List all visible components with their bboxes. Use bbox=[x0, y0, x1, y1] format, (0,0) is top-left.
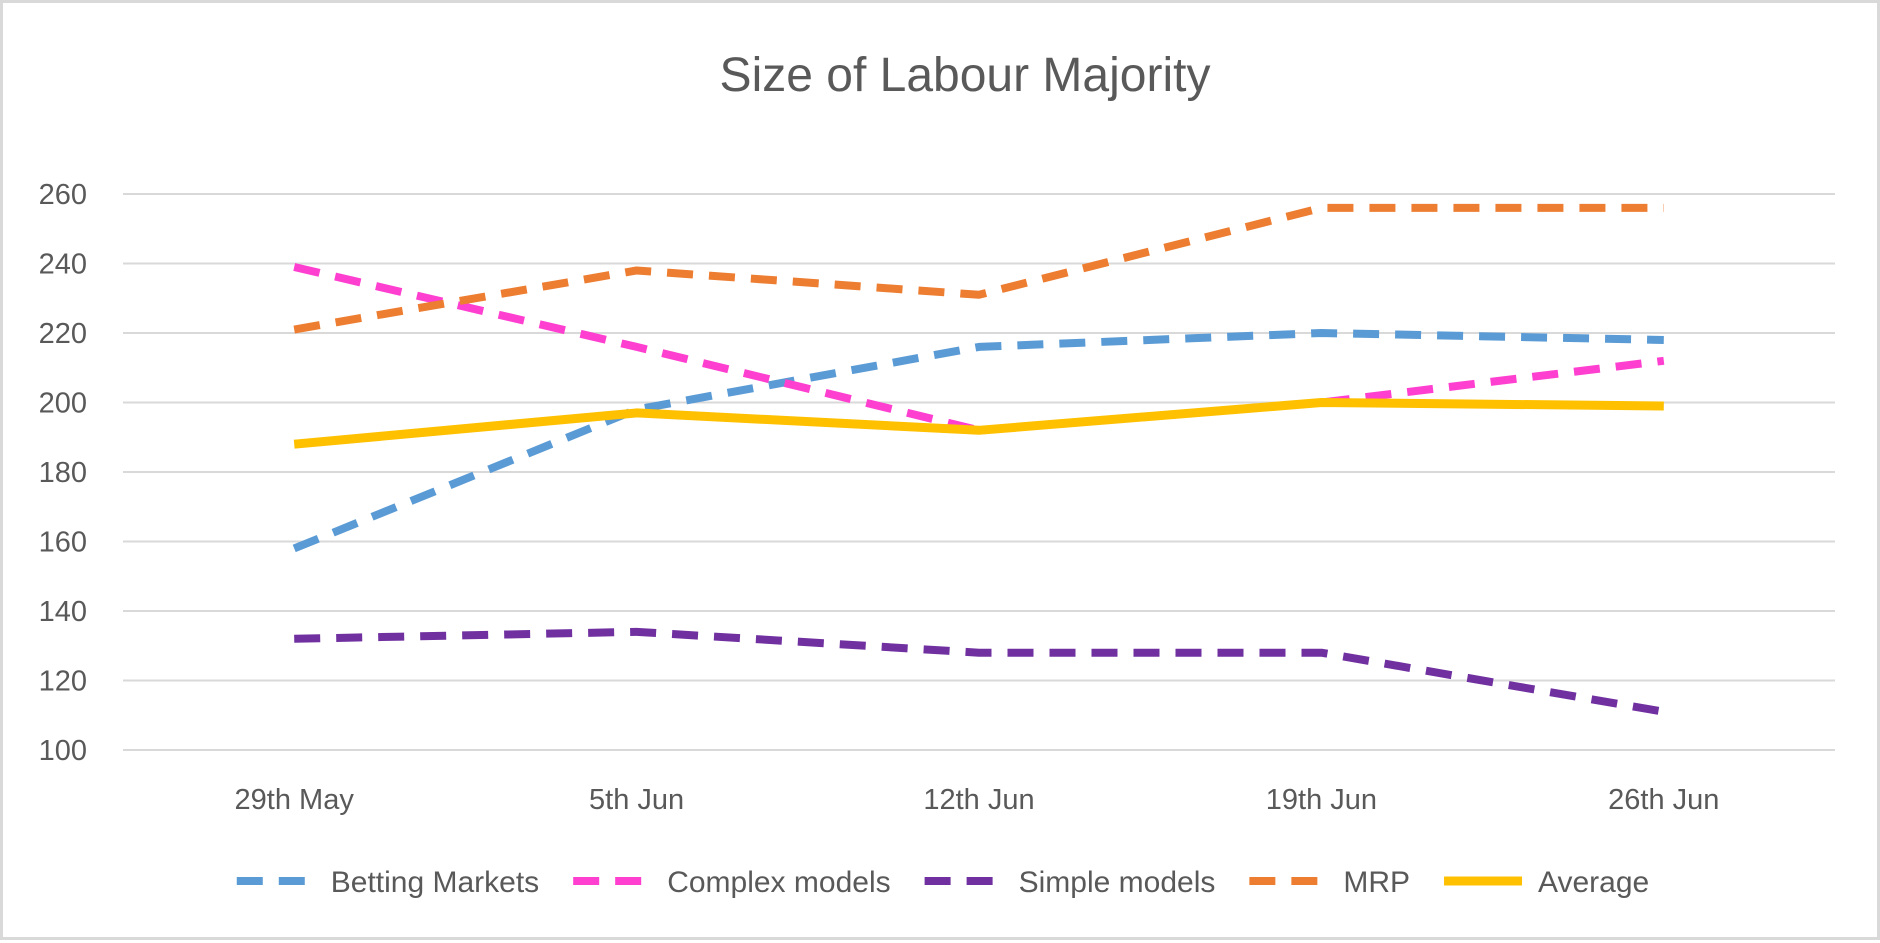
legend-label: Average bbox=[1538, 866, 1649, 899]
data-point-mrp bbox=[978, 294, 980, 296]
data-point-simple-models bbox=[293, 638, 295, 640]
series-line-simple-models bbox=[294, 627, 1665, 716]
legend-item-simple-models: Simple models bbox=[924, 866, 1216, 899]
y-tick-label: 100 bbox=[39, 735, 87, 767]
data-point-mrp bbox=[1663, 207, 1665, 209]
legend-item-mrp: MRP bbox=[1249, 866, 1410, 899]
data-point-complex-models bbox=[1663, 360, 1665, 362]
series-line-complex-models bbox=[293, 263, 1665, 435]
legend-label: MRP bbox=[1343, 866, 1410, 899]
series-line-betting-markets bbox=[292, 329, 1664, 553]
data-point-simple-models bbox=[636, 631, 638, 633]
series-line-average bbox=[293, 398, 1664, 449]
y-tick-label: 240 bbox=[39, 249, 87, 281]
data-point-betting-markets bbox=[1663, 339, 1665, 341]
series-lines bbox=[292, 203, 1665, 716]
data-point-betting-markets bbox=[978, 346, 980, 348]
data-point-complex-models bbox=[293, 266, 295, 268]
y-tick-label: 220 bbox=[39, 318, 87, 350]
x-tick-label: 12th Jun bbox=[923, 784, 1034, 816]
data-point-simple-models bbox=[1320, 652, 1322, 654]
data-point-average bbox=[978, 429, 980, 431]
data-point-simple-models bbox=[978, 652, 980, 654]
data-point-mrp bbox=[636, 269, 638, 271]
x-tick-label: 5th Jun bbox=[589, 784, 684, 816]
y-tick-label: 180 bbox=[39, 457, 87, 489]
y-tick-label: 200 bbox=[39, 388, 87, 420]
data-point-average bbox=[1663, 405, 1665, 407]
legend-item-betting-markets: Betting Markets bbox=[236, 866, 539, 899]
legend-item-average: Average bbox=[1444, 866, 1649, 899]
legend-label: Betting Markets bbox=[331, 866, 539, 899]
y-axis-tick-labels: 100 120 140 160 180 200 220 240 260 bbox=[39, 179, 87, 767]
x-tick-label: 19th Jun bbox=[1266, 784, 1377, 816]
y-tick-label: 140 bbox=[39, 596, 87, 628]
series-line-mrp bbox=[293, 203, 1664, 334]
data-point-simple-models bbox=[1663, 711, 1665, 713]
chart-title: Size of Labour Majority bbox=[720, 49, 1211, 102]
data-point-betting-markets bbox=[1320, 332, 1322, 334]
data-point-betting-markets bbox=[293, 547, 295, 549]
data-point-average bbox=[636, 412, 638, 414]
legend: Betting Markets Complex models Simple mode… bbox=[236, 866, 1649, 899]
x-tick-label: 26th Jun bbox=[1608, 784, 1719, 816]
data-point-mrp bbox=[293, 329, 295, 331]
line-chart: Size of Labour Majority 100 120 140 160 180 2… bbox=[39, 49, 1835, 899]
y-tick-label: 260 bbox=[39, 179, 87, 211]
data-point-average bbox=[1320, 402, 1322, 404]
y-tick-label: 120 bbox=[39, 666, 87, 698]
y-tick-label: 160 bbox=[39, 527, 87, 559]
gridlines bbox=[123, 193, 1835, 751]
data-point-mrp bbox=[1320, 207, 1322, 209]
data-point-average bbox=[293, 443, 295, 445]
legend-label: Simple models bbox=[1019, 866, 1216, 899]
legend-label: Complex models bbox=[667, 866, 890, 899]
legend-item-complex-models: Complex models bbox=[573, 866, 891, 899]
x-axis-tick-labels: 29th May 5th Jun 12th Jun 19th Jun 26th Jun bbox=[235, 784, 1720, 816]
x-tick-label: 29th May bbox=[235, 784, 355, 816]
data-point-complex-models bbox=[636, 346, 638, 348]
